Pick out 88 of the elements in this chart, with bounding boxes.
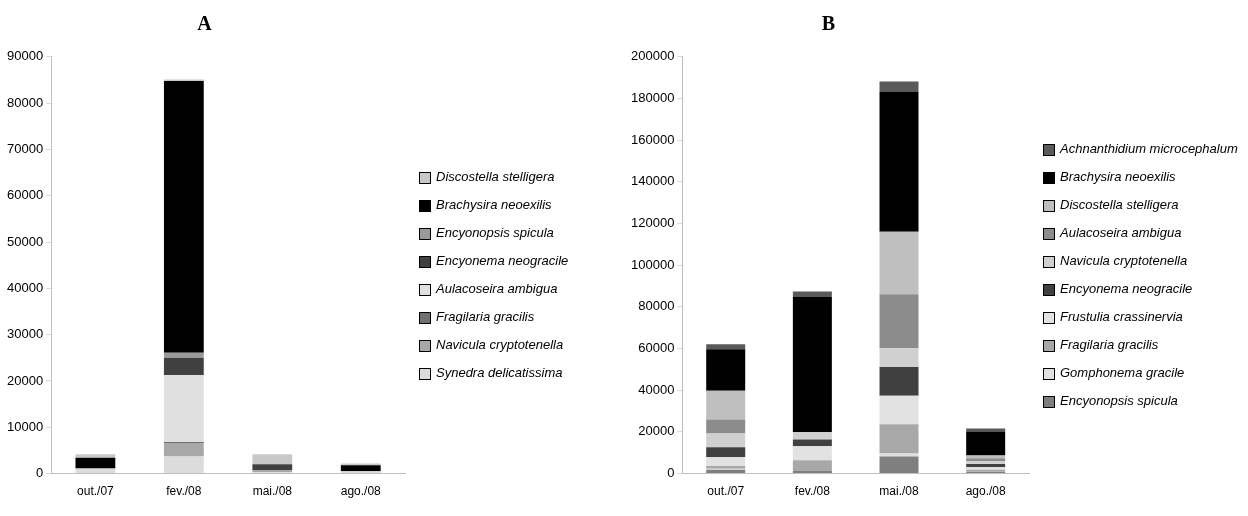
legend-label: Aulacoseira ambigua xyxy=(1060,225,1182,241)
bar xyxy=(163,352,204,358)
y-tick-label: 40000 xyxy=(6,279,44,295)
y-tick-label: 200000 xyxy=(630,48,675,64)
y-tick-label: 100000 xyxy=(630,256,675,272)
y-tick-label: 140000 xyxy=(630,173,675,189)
bar xyxy=(706,349,746,391)
legend-label: Discostella stelligera xyxy=(1060,197,1179,213)
bar xyxy=(879,348,919,368)
legend-label: Frustulia crassinervia xyxy=(1060,309,1183,325)
y-tick-label: 60000 xyxy=(638,340,675,356)
x-tick-label: mai./08 xyxy=(252,484,293,499)
legend-label: Discostella stelligera xyxy=(436,169,555,185)
y-tick-label: 40000 xyxy=(638,381,675,397)
legend-label: Achnanthidium microcephalum xyxy=(1060,141,1238,157)
legend-label: Aulacoseira ambigua xyxy=(436,281,558,297)
bar xyxy=(879,231,919,295)
bar xyxy=(792,431,832,440)
y-tick-label: 60000 xyxy=(6,187,44,203)
bar xyxy=(706,447,746,458)
bar xyxy=(163,374,204,443)
legend-label: Fragilaria gracilis xyxy=(436,309,535,325)
bar xyxy=(879,453,919,457)
legend-label: Navicula cryptotenella xyxy=(436,337,564,353)
bar xyxy=(706,419,746,434)
x-tick-label: ago./08 xyxy=(340,484,382,499)
bar xyxy=(879,294,919,349)
chart-title: A xyxy=(196,11,213,36)
legend-label: Fragilaria gracilis xyxy=(1060,337,1159,353)
bar xyxy=(340,465,381,472)
bar xyxy=(163,456,204,474)
y-tick-label: 50000 xyxy=(6,233,44,249)
bar xyxy=(792,446,832,461)
bar xyxy=(792,297,832,432)
x-tick-label: out./07 xyxy=(77,484,115,499)
bar xyxy=(163,80,204,353)
y-tick-label: 20000 xyxy=(638,423,675,439)
bar xyxy=(706,344,746,350)
bar xyxy=(879,367,919,396)
y-tick-label: 0 xyxy=(35,465,44,481)
x-tick-label: mai./08 xyxy=(879,484,920,499)
x-tick-label: fev./08 xyxy=(166,484,202,499)
bar xyxy=(879,81,919,93)
bar xyxy=(879,456,919,474)
bar xyxy=(966,460,1006,465)
bar xyxy=(706,469,746,474)
legend-label: Navicula cryptotenella xyxy=(1060,253,1188,269)
y-tick-label: 20000 xyxy=(6,372,44,388)
y-tick-label: 10000 xyxy=(6,418,44,434)
legend-label: Encyonema neogracile xyxy=(1060,281,1193,297)
legend-label: Encyonema neogracile xyxy=(436,253,569,269)
x-tick-label: fev./08 xyxy=(794,484,831,499)
chart-title: B xyxy=(820,11,837,36)
bar xyxy=(966,428,1006,432)
bar xyxy=(879,395,919,425)
bar xyxy=(706,457,746,467)
x-tick-label: out./07 xyxy=(707,484,745,499)
bar xyxy=(75,457,116,469)
bar xyxy=(252,454,293,465)
bar xyxy=(879,424,919,454)
legend-label: Encyonopsis spicula xyxy=(436,225,554,241)
bar xyxy=(792,460,832,471)
bar xyxy=(706,390,746,420)
y-tick-label: 80000 xyxy=(6,94,44,110)
bar xyxy=(163,357,204,375)
bar xyxy=(252,464,293,470)
bar xyxy=(163,443,204,457)
x-tick-label: ago./08 xyxy=(965,484,1007,499)
bar xyxy=(879,92,919,232)
bar xyxy=(706,433,746,448)
legend-label: Synedra delicatissima xyxy=(436,365,563,381)
bar xyxy=(792,439,832,447)
y-tick-label: 0 xyxy=(667,465,675,481)
bar xyxy=(75,454,116,458)
legend-label: Brachysira neoexilis xyxy=(1060,169,1176,185)
y-tick-label: 160000 xyxy=(630,131,675,147)
y-tick-label: 70000 xyxy=(6,141,44,156)
y-tick-label: 80000 xyxy=(638,298,675,314)
y-tick-label: 90000 xyxy=(6,48,44,64)
legend-label: Encyonopsis spicula xyxy=(1060,393,1178,409)
legend-label: Brachysira neoexilis xyxy=(436,197,552,213)
y-tick-label: 180000 xyxy=(630,90,675,106)
y-tick-label: 120000 xyxy=(630,215,675,231)
y-tick-label: 30000 xyxy=(6,326,44,342)
legend-label: Gomphonema gracile xyxy=(1060,365,1185,381)
bar xyxy=(792,291,832,298)
bar xyxy=(792,470,832,474)
bar xyxy=(966,431,1006,456)
